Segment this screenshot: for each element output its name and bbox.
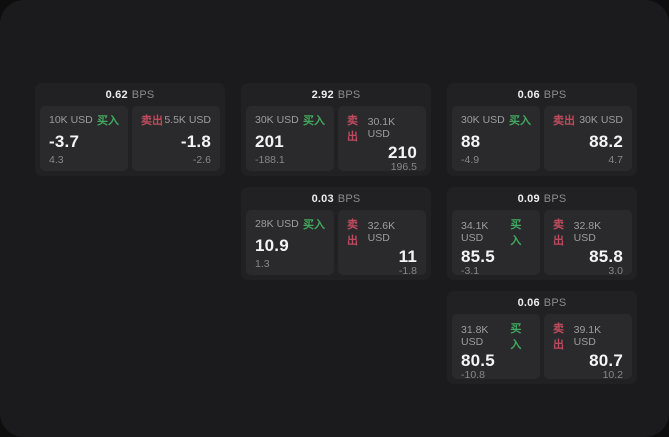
buy-price: -3.7 bbox=[49, 131, 80, 151]
quote-card: 0.06 BPS 30K USD 买入 88 -4.9 卖出 30K USD bbox=[447, 83, 637, 176]
bps-unit-label: BPS bbox=[543, 192, 567, 205]
buy-size-label: 34.1K USD bbox=[461, 220, 489, 244]
sell-size-label: 39.1K USD bbox=[573, 324, 602, 348]
sell-badge: 卖出 bbox=[553, 323, 564, 351]
buy-size-label: 31.8K USD bbox=[461, 324, 489, 348]
quote-card: 0.06 BPS 31.8K USD 买入 80.5 -10.8 卖出 39.1… bbox=[447, 291, 637, 384]
bps-value: 0.06 bbox=[517, 88, 540, 101]
buy-price: 10.9 bbox=[255, 235, 289, 255]
bps-header: 0.62 BPS bbox=[40, 83, 220, 106]
bps-unit-label: BPS bbox=[337, 88, 361, 101]
quote-card: 0.03 BPS 28K USD 买入 10.9 1.3 卖出 32.6K US… bbox=[241, 187, 431, 280]
bps-header: 0.06 BPS bbox=[452, 83, 632, 106]
quote-card: 0.09 BPS 34.1K USD 买入 85.5 -3.1 卖出 32.8K… bbox=[447, 187, 637, 280]
sell-badge: 卖出 bbox=[553, 115, 575, 127]
buy-delta: -10.8 bbox=[461, 369, 485, 381]
buy-price: 85.5 bbox=[461, 247, 495, 266]
bps-value: 0.62 bbox=[105, 88, 128, 101]
sell-tile[interactable]: 卖出 30K USD 88.2 4.7 bbox=[544, 106, 632, 171]
sell-size-label: 5.5K USD bbox=[164, 114, 211, 126]
bps-unit-label: BPS bbox=[543, 296, 567, 309]
sell-size-label: 30K USD bbox=[579, 114, 623, 126]
sell-badge: 卖出 bbox=[141, 115, 163, 127]
buy-tile[interactable]: 31.8K USD 买入 80.5 -10.8 bbox=[452, 314, 540, 381]
buy-tile[interactable]: 10K USD 买入 -3.7 4.3 bbox=[40, 106, 128, 171]
sell-delta: 10.2 bbox=[602, 369, 623, 381]
bps-header: 0.03 BPS bbox=[246, 187, 426, 210]
buy-badge: 买入 bbox=[303, 115, 325, 127]
buy-price: 80.5 bbox=[461, 351, 495, 370]
sell-delta: -2.6 bbox=[192, 154, 211, 166]
sell-price: 210 bbox=[388, 143, 417, 162]
sell-delta: 3.0 bbox=[608, 265, 623, 277]
buy-badge: 买入 bbox=[510, 323, 522, 351]
buy-price: 201 bbox=[255, 131, 284, 151]
bps-value: 0.06 bbox=[517, 296, 540, 309]
buy-tile[interactable]: 30K USD 买入 201 -188.1 bbox=[246, 106, 334, 171]
buy-delta: -188.1 bbox=[255, 154, 285, 166]
buy-badge: 买入 bbox=[303, 219, 325, 231]
sell-tile[interactable]: 卖出 30.1K USD 210 196.5 bbox=[338, 106, 426, 173]
buy-size-label: 30K USD bbox=[255, 114, 299, 126]
sell-price: -1.8 bbox=[180, 131, 211, 151]
sell-size-label: 30.1K USD bbox=[367, 116, 396, 140]
sell-size-label: 32.6K USD bbox=[367, 220, 396, 244]
buy-delta: -4.9 bbox=[461, 154, 480, 166]
buy-delta: 4.3 bbox=[49, 154, 64, 166]
buy-tile[interactable]: 28K USD 买入 10.9 1.3 bbox=[246, 210, 334, 275]
bps-header: 0.09 BPS bbox=[452, 187, 632, 210]
buy-delta: -3.1 bbox=[461, 265, 480, 277]
sell-price: 88.2 bbox=[589, 131, 623, 151]
sell-tile[interactable]: 卖出 32.6K USD 11 -1.8 bbox=[338, 210, 426, 277]
bps-header: 0.06 BPS bbox=[452, 291, 632, 314]
sell-price: 11 bbox=[398, 247, 417, 266]
sell-price: 85.8 bbox=[589, 247, 623, 266]
buy-tile[interactable]: 34.1K USD 买入 85.5 -3.1 bbox=[452, 210, 540, 277]
sell-delta: 4.7 bbox=[608, 154, 623, 166]
sell-badge: 卖出 bbox=[553, 219, 564, 247]
buy-badge: 买入 bbox=[97, 115, 119, 127]
sell-delta: -1.8 bbox=[398, 265, 417, 277]
buy-tile[interactable]: 30K USD 买入 88 -4.9 bbox=[452, 106, 540, 171]
bps-unit-label: BPS bbox=[543, 88, 567, 101]
bps-header: 2.92 BPS bbox=[246, 83, 426, 106]
sell-price: 80.7 bbox=[589, 351, 623, 370]
buy-delta: 1.3 bbox=[255, 258, 270, 270]
sell-badge: 卖出 bbox=[347, 219, 358, 247]
sell-delta: 196.5 bbox=[390, 161, 417, 173]
buy-size-label: 10K USD bbox=[49, 114, 93, 126]
bps-unit-label: BPS bbox=[337, 192, 361, 205]
bps-value: 0.03 bbox=[311, 192, 334, 205]
bps-unit-label: BPS bbox=[131, 88, 155, 101]
buy-price: 88 bbox=[461, 131, 481, 151]
bps-value: 0.09 bbox=[517, 192, 540, 205]
sell-size-label: 32.8K USD bbox=[573, 220, 602, 244]
quote-card: 0.62 BPS 10K USD 买入 -3.7 4.3 卖出 5.5K USD bbox=[35, 83, 225, 176]
buy-size-label: 28K USD bbox=[255, 218, 299, 230]
buy-badge: 买入 bbox=[510, 219, 522, 247]
quote-card-grid: 0.62 BPS 10K USD 买入 -3.7 4.3 卖出 5.5K USD bbox=[35, 83, 637, 384]
buy-size-label: 30K USD bbox=[461, 114, 505, 126]
sell-tile[interactable]: 卖出 5.5K USD -1.8 -2.6 bbox=[132, 106, 220, 171]
sell-badge: 卖出 bbox=[347, 115, 358, 143]
buy-badge: 买入 bbox=[509, 115, 531, 127]
bps-value: 2.92 bbox=[311, 88, 334, 101]
sell-tile[interactable]: 卖出 39.1K USD 80.7 10.2 bbox=[544, 314, 632, 381]
sell-tile[interactable]: 卖出 32.8K USD 85.8 3.0 bbox=[544, 210, 632, 277]
quote-card: 2.92 BPS 30K USD 买入 201 -188.1 卖出 30.1K … bbox=[241, 83, 431, 176]
